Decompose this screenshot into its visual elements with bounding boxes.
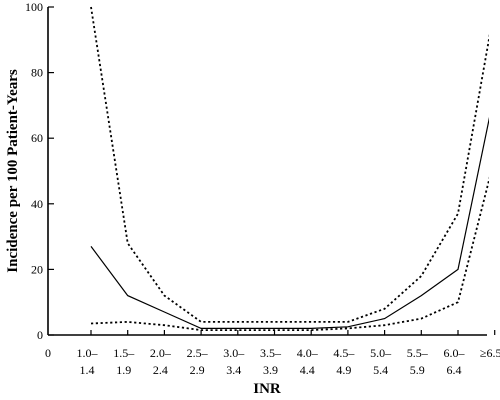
x-tick-label: 0 — [45, 346, 51, 360]
x-tick-label-second-line: 5.9 — [410, 363, 425, 377]
x-tick-label: 2.5– — [187, 346, 209, 360]
y-tick-label: 80 — [31, 66, 43, 80]
x-tick-label: 1.5– — [113, 346, 135, 360]
confidence-bound-line — [90, 6, 489, 323]
confidence-bound-line — [90, 176, 489, 332]
x-tick-label-second-line: 5.4 — [373, 363, 388, 377]
x-tick-label: 3.0– — [223, 346, 245, 360]
x-tick-label: 6.0– — [444, 346, 466, 360]
x-tick-label: ≥6.5 — [480, 346, 500, 360]
y-tick-label: 40 — [31, 197, 43, 211]
series-group — [90, 6, 489, 332]
x-tick-label: 1.0– — [77, 346, 99, 360]
y-tick-label: 100 — [25, 0, 43, 14]
incidence-line — [90, 116, 489, 329]
x-tick-label-second-line: 4.4 — [300, 363, 315, 377]
x-tick-label: 2.0– — [150, 346, 172, 360]
y-tick-label: 60 — [31, 131, 43, 145]
x-tick-label: 5.0– — [370, 346, 392, 360]
y-tick-label: 0 — [37, 328, 43, 342]
x-tick-label-second-line: 2.4 — [153, 363, 168, 377]
x-tick-label-second-line: 2.9 — [190, 363, 205, 377]
x-tick-label-second-line: 1.9 — [116, 363, 131, 377]
x-tick-label-second-line: 4.9 — [336, 363, 351, 377]
x-tick-label: 3.5– — [260, 346, 282, 360]
x-axis-title: INR — [253, 381, 281, 397]
x-tick-label-second-line: 3.4 — [226, 363, 241, 377]
axes: 0 20 40 60 80 100 0 1.0– 1.4 1.5– 1.9 2.0– 2.4 2.5– 2.… — [25, 0, 500, 377]
x-tick-label: 4.5– — [333, 346, 355, 360]
x-tick-label-second-line: 6.4 — [447, 363, 462, 377]
x-tick-label: 4.0– — [297, 346, 319, 360]
x-tick-label: 5.5– — [407, 346, 429, 360]
y-tick-label: 20 — [31, 262, 43, 276]
x-tick-label-second-line: 1.4 — [80, 363, 95, 377]
x-tick-label-second-line: 3.9 — [263, 363, 278, 377]
y-axis-title: Incidence per 100 Patient-Years — [5, 69, 21, 273]
